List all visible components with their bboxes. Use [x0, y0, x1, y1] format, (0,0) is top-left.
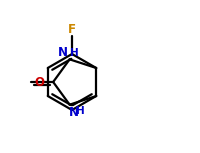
Text: H: H — [75, 106, 84, 116]
Text: N: N — [68, 106, 78, 119]
Text: O: O — [34, 75, 44, 88]
Text: F: F — [68, 22, 76, 35]
Text: N: N — [57, 46, 67, 59]
Text: H: H — [69, 48, 78, 58]
